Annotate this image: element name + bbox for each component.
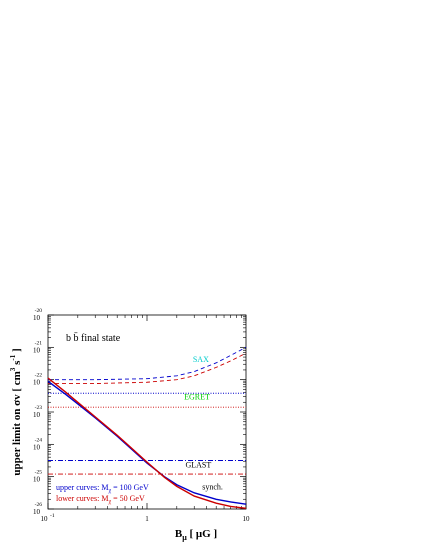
labels: b b̄ final state SAX EGRET GLAST synch. uppe… [9, 332, 223, 542]
y-tick-label: 10 [33, 443, 41, 451]
y-axis-title: upper limit on σv [ cm3 s-1 ] [9, 348, 23, 475]
plot-frame [47, 314, 247, 510]
annotation-egret: EGRET [184, 393, 210, 402]
legend-note: upper curves: Mχ = 100 GeV [56, 483, 149, 494]
y-tick-exponent: -21 [35, 340, 43, 346]
legend-note: lower curves: Mχ = 50 GeV [56, 494, 145, 505]
y-tick-exponent: -26 [35, 502, 43, 508]
x-tick-label: 10 [41, 515, 49, 523]
y-tick-label: 10 [33, 411, 41, 419]
y-tick-exponent: -24 [35, 437, 43, 443]
y-tick-label: 10 [33, 508, 41, 516]
annotation-synch: synch. [202, 483, 223, 492]
x-tick-exponent: -1 [50, 513, 55, 519]
series-line-solid-upper [47, 380, 247, 505]
y-tick-label: 10 [33, 314, 41, 322]
y-tick-exponent: -25 [35, 470, 43, 476]
y-tick-exponent: -22 [35, 373, 43, 379]
series-line-solid-lower [47, 377, 247, 510]
x-tick-label: 10 [243, 515, 251, 523]
y-tick-exponent: -20 [35, 308, 43, 314]
x-axis-title: Bμ [ μG ] [175, 528, 217, 542]
series-group [47, 346, 247, 510]
chart-title: b b̄ final state [66, 332, 121, 344]
y-tick-exponent: -23 [35, 405, 43, 411]
plot-border [47, 314, 247, 510]
x-tick-label: 1 [145, 515, 149, 523]
axis-ticks: 10 -1 1 1010-2010-2110-2210-2310-2410-2510-… [33, 308, 250, 523]
series-line-dashed-upper [48, 346, 247, 381]
annotation-sax: SAX [193, 355, 209, 364]
y-tick-label: 10 [33, 476, 41, 484]
y-tick-label: 10 [33, 346, 41, 354]
y-tick-label: 10 [33, 379, 41, 387]
annotation-glast: GLAST [185, 461, 211, 470]
series-line-dashed-lower [48, 352, 247, 384]
